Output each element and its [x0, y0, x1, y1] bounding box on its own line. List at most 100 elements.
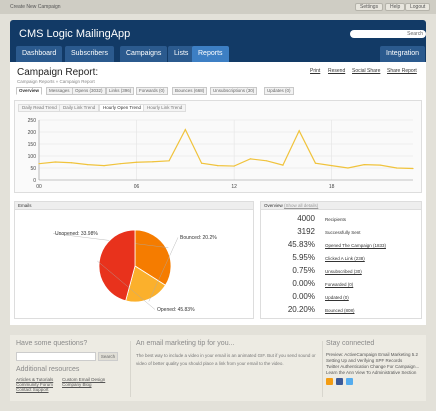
print-link[interactable]: Print	[310, 68, 321, 74]
overview-label[interactable]: Updated (0)	[325, 295, 349, 300]
social-share-link[interactable]: Social Share	[352, 68, 381, 74]
tab-lists[interactable]: Lists	[168, 46, 195, 62]
data-point	[249, 158, 251, 160]
emails-pie-chart: Unopened: 33.98% Bounced: 20.2% Opened: 45…	[52, 229, 217, 313]
trend-tab-daily-link[interactable]: Daily Link Trend	[59, 104, 100, 112]
show-all-details-link[interactable]: (Show all details)	[284, 203, 319, 208]
tab-subscribers[interactable]: Subscribers	[65, 46, 114, 62]
app-title: CMS Logic MailingApp	[19, 28, 131, 40]
footer-divider	[322, 341, 323, 397]
report-tab-unsubscriptions[interactable]: Unsubscriptions (30)	[210, 87, 258, 95]
report-tab-opens[interactable]: Opens (3032)	[72, 87, 106, 95]
help-button[interactable]: Help	[385, 3, 406, 11]
emails-panel: Emails Unopened: 33.98% Bounced: 20.2% Ope…	[14, 201, 254, 319]
pie-slice-label: Bounced: 20.2%	[180, 235, 217, 241]
overview-label[interactable]: Clicked A Link (238)	[325, 256, 365, 261]
tab-campaigns[interactable]: Campaigns	[120, 46, 168, 62]
footer-divider	[130, 341, 131, 397]
trend-tab-hourly-open[interactable]: Hourly Open Trend	[99, 104, 146, 112]
data-point	[201, 162, 203, 164]
overview-value: 4000	[297, 214, 315, 223]
data-point	[314, 162, 317, 164]
data-point	[70, 162, 73, 164]
resources-title: Additional resources	[16, 366, 80, 373]
pie-slice-label: Unopened: 33.98%	[55, 231, 98, 237]
data-point	[119, 163, 121, 165]
resource-link-blog[interactable]: Company Blog	[62, 382, 92, 387]
footer-search-input[interactable]	[16, 352, 96, 361]
data-point	[396, 167, 398, 169]
y-tick-label: 250	[28, 118, 37, 124]
report-tab-bounces[interactable]: Bounces (668)	[172, 87, 208, 95]
header-search-button[interactable]: Search	[407, 31, 423, 37]
logout-button[interactable]: Logout	[405, 3, 431, 11]
integration-button[interactable]: Integration	[380, 46, 426, 62]
data-point	[54, 161, 56, 163]
x-tick-label: 18	[329, 184, 335, 190]
overview-label[interactable]: Forwarded (0)	[325, 282, 354, 287]
hourly-open-chart: 0 50 100 150 200 250 00 06 12 18	[28, 118, 414, 190]
overview-panel-title: Overview (Show all details)	[261, 202, 421, 210]
report-tab-messages[interactable]: Messages	[46, 87, 73, 95]
connect-link[interactable]: Twitter Authentication Change For Campai…	[326, 364, 420, 369]
overview-label[interactable]: Opened The Campaign (1833)	[325, 243, 386, 248]
y-tick-label: 200	[28, 130, 37, 136]
emails-panel-title: Emails	[15, 202, 253, 210]
overview-label: Recipients	[325, 217, 347, 222]
data-point	[184, 129, 186, 131]
overview-value: 0.00%	[292, 292, 315, 301]
overview-label[interactable]: Unsubscribed (30)	[325, 269, 362, 274]
data-point	[38, 163, 40, 165]
tab-dashboard[interactable]: Dashboard	[16, 46, 63, 62]
tab-reports[interactable]: Reports	[192, 46, 229, 62]
data-point	[331, 165, 333, 167]
settings-button[interactable]: Settings	[355, 3, 384, 11]
main-content: Campaign Report: Print Resend Social Sha…	[10, 62, 426, 325]
connect-title: Stay connected	[326, 340, 375, 347]
pie-label-connector	[97, 260, 156, 310]
breadcrumb: Campaign Reports » Campaign Report	[17, 79, 95, 84]
share-report-link[interactable]: Share Report	[387, 68, 417, 74]
overview-panel: Overview (Show all details) 4000 Recipien…	[260, 201, 422, 319]
pie-slice-label: Opened: 45.83%	[157, 307, 195, 313]
data-point	[412, 167, 414, 170]
questions-title: Have some questions?	[16, 340, 88, 347]
create-campaign-link[interactable]: Create New Campaign	[10, 4, 61, 10]
pie-slice-opened	[98, 229, 136, 302]
connect-link[interactable]: Preview: ActiveCampaign Email Marketing …	[326, 352, 419, 357]
facebook-icon[interactable]	[336, 378, 343, 385]
report-tab-forwards[interactable]: Forwards (0)	[136, 87, 168, 95]
report-tab-updates[interactable]: Updates (0)	[264, 87, 294, 95]
resource-link-articles[interactable]: Articles & Tutorials	[16, 377, 54, 382]
overview-value: 20.20%	[287, 305, 315, 314]
resend-link[interactable]: Resend	[328, 68, 346, 74]
trend-tab-daily-read[interactable]: Daily Read Trend	[18, 104, 61, 112]
series-line	[38, 128, 414, 170]
data-point	[233, 165, 235, 167]
data-point	[103, 165, 105, 167]
resource-link-forum[interactable]: Community Forum	[16, 382, 54, 387]
footer-search-button[interactable]: Search	[98, 352, 118, 361]
overview-value: 0.75%	[292, 266, 315, 275]
top-bar: Create New Campaign Settings Help Logout	[0, 0, 436, 14]
y-tick-label: 150	[28, 142, 37, 148]
trend-tab-hourly-link[interactable]: Hourly Link Trend	[143, 104, 187, 112]
header-search-input[interactable]: Search	[350, 30, 426, 38]
data-point	[135, 161, 138, 163]
rss-icon[interactable]	[326, 378, 333, 385]
overview-value: 45.83%	[287, 240, 315, 249]
overview-label[interactable]: Bounced (808)	[325, 308, 355, 313]
data-point	[363, 164, 365, 166]
data-point	[168, 160, 170, 162]
report-tab-links[interactable]: Links (396)	[106, 87, 135, 95]
connect-link[interactable]: Setting Up and Verifying SPF Records	[326, 358, 403, 363]
twitter-icon[interactable]	[346, 378, 353, 385]
data-point	[379, 164, 382, 166]
report-tab-overview[interactable]: Overview	[16, 87, 43, 95]
connect-link[interactable]: Learn the Ann View To Administrative Sec…	[326, 370, 417, 375]
overview-label: Successfully Sent	[325, 230, 361, 235]
resource-link-design[interactable]: Custom Email Design	[62, 377, 106, 382]
resource-link-support[interactable]: Contact Support	[16, 387, 49, 392]
data-point	[87, 164, 89, 166]
y-tick-label: 0	[33, 178, 36, 184]
